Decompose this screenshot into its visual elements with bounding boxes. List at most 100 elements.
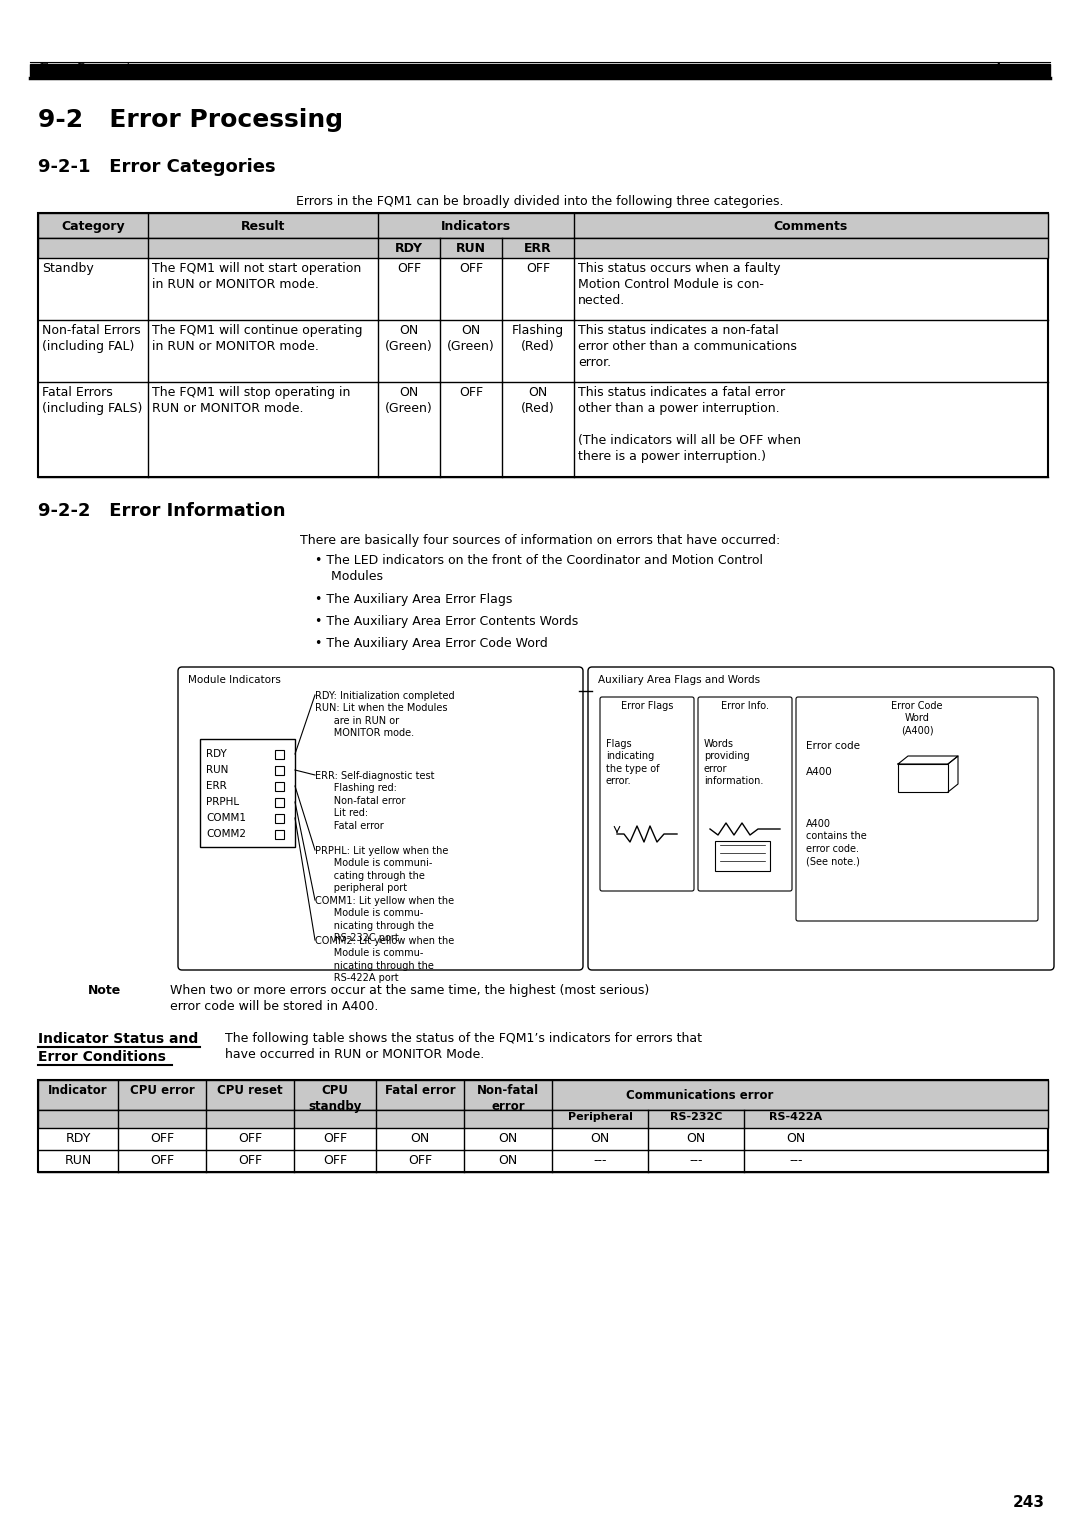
Text: OFF: OFF <box>323 1154 347 1167</box>
Text: This status indicates a fatal error
other than a power interruption.

(The indic: This status indicates a fatal error othe… <box>578 387 801 463</box>
Text: RUN: RUN <box>65 1154 92 1167</box>
Bar <box>275 750 284 759</box>
Text: This status indicates a non-fatal
error other than a communications
error.: This status indicates a non-fatal error … <box>578 324 797 368</box>
Text: COMM1: COMM1 <box>206 813 246 824</box>
Text: OFF: OFF <box>150 1132 174 1144</box>
Text: Non-fatal
error: Non-fatal error <box>477 1083 539 1112</box>
Text: ON: ON <box>410 1132 430 1144</box>
Text: COMM2: COMM2 <box>206 830 246 839</box>
Text: COMM1: Lit yellow when the
      Module is commu-
      nicating through the
   : COMM1: Lit yellow when the Module is com… <box>315 895 454 943</box>
Text: • The LED indicators on the front of the Coordinator and Motion Control
    Modu: • The LED indicators on the front of the… <box>315 555 762 584</box>
Text: Module Indicators: Module Indicators <box>188 675 281 685</box>
Bar <box>715 840 770 871</box>
Text: A400: A400 <box>806 767 833 778</box>
Text: 9-2-1   Error Categories: 9-2-1 Error Categories <box>38 157 275 176</box>
Text: Note: Note <box>87 984 121 996</box>
Text: When two or more errors occur at the same time, the highest (most serious)
error: When two or more errors occur at the sam… <box>170 984 649 1013</box>
Bar <box>275 814 284 824</box>
Text: OFF: OFF <box>150 1154 174 1167</box>
Text: ERR: Self-diagnostic test
      Flashing red:
      Non-fatal error
      Lit re: ERR: Self-diagnostic test Flashing red: … <box>315 772 434 831</box>
Text: The following table shows the status of the FQM1’s indicators for errors that
ha: The following table shows the status of … <box>225 1031 702 1060</box>
Text: Fatal error: Fatal error <box>384 1083 456 1097</box>
Text: OFF: OFF <box>526 261 550 275</box>
Text: Error Flags: Error Flags <box>621 701 673 711</box>
Text: Words
providing
error
information.: Words providing error information. <box>704 740 764 787</box>
Text: ON
(Green): ON (Green) <box>386 387 433 416</box>
Bar <box>38 212 1048 238</box>
Text: ON
(Green): ON (Green) <box>447 324 495 353</box>
Text: 243: 243 <box>1013 1494 1045 1510</box>
Text: Errors in the FQM1 can be broadly divided into the following three categories.: Errors in the FQM1 can be broadly divide… <box>296 196 784 208</box>
Text: RDY: RDY <box>206 749 227 759</box>
Bar <box>275 798 284 807</box>
Text: RDY: RDY <box>395 241 423 255</box>
FancyBboxPatch shape <box>178 668 583 970</box>
Text: OFF: OFF <box>459 387 483 399</box>
Text: Fatal Errors
(including FALS): Fatal Errors (including FALS) <box>42 387 143 416</box>
Text: ---: --- <box>789 1154 802 1167</box>
Text: ON
(Green): ON (Green) <box>386 324 433 353</box>
Bar <box>275 766 284 775</box>
Text: ON: ON <box>498 1154 517 1167</box>
Text: OFF: OFF <box>238 1154 262 1167</box>
Bar <box>38 212 1048 477</box>
Text: Error Info.: Error Info. <box>721 701 769 711</box>
Text: Comments: Comments <box>774 220 848 232</box>
Bar <box>200 740 295 847</box>
Text: Indicator Status and: Indicator Status and <box>38 1031 199 1047</box>
Text: ON: ON <box>498 1132 517 1144</box>
Text: ERR: ERR <box>524 241 552 255</box>
Text: ON
(Red): ON (Red) <box>522 387 555 416</box>
Text: PRPHL: Lit yellow when the
      Module is communi-
      cating through the
   : PRPHL: Lit yellow when the Module is com… <box>315 847 448 894</box>
Text: • The Auxiliary Area Error Flags: • The Auxiliary Area Error Flags <box>315 593 512 607</box>
Text: CPU error: CPU error <box>130 1083 194 1097</box>
Text: Communications error: Communications error <box>626 1089 773 1102</box>
Text: 9-2-2   Error Information: 9-2-2 Error Information <box>38 503 285 520</box>
Text: RDY: RDY <box>65 1132 91 1144</box>
Text: ON: ON <box>786 1132 806 1144</box>
FancyBboxPatch shape <box>698 697 792 891</box>
Text: The FQM1 will continue operating
in RUN or MONITOR mode.: The FQM1 will continue operating in RUN … <box>152 324 363 353</box>
Text: Standby: Standby <box>42 261 94 275</box>
Text: Flashing
(Red): Flashing (Red) <box>512 324 564 353</box>
Text: The FQM1 will stop operating in
RUN or MONITOR mode.: The FQM1 will stop operating in RUN or M… <box>152 387 350 416</box>
Text: RUN: RUN <box>206 766 228 775</box>
Text: CPU
standby: CPU standby <box>308 1083 362 1112</box>
Text: PRPHL: PRPHL <box>206 798 239 807</box>
Text: Category: Category <box>62 220 125 232</box>
Text: Error code: Error code <box>806 741 860 750</box>
Text: A400
contains the
error code.
(See note.): A400 contains the error code. (See note.… <box>806 819 867 866</box>
Text: ON: ON <box>591 1132 609 1144</box>
Text: OFF: OFF <box>397 261 421 275</box>
Text: Error Processing: Error Processing <box>38 63 146 76</box>
Text: The FQM1 will not start operation
in RUN or MONITOR mode.: The FQM1 will not start operation in RUN… <box>152 261 361 290</box>
Bar <box>275 830 284 839</box>
Text: OFF: OFF <box>238 1132 262 1144</box>
Text: OFF: OFF <box>459 261 483 275</box>
Text: RS-232C: RS-232C <box>670 1112 723 1122</box>
Text: RDY: Initialization completed
RUN: Lit when the Modules
      are in RUN or
    : RDY: Initialization completed RUN: Lit w… <box>315 691 455 738</box>
Text: RS-422A: RS-422A <box>769 1112 823 1122</box>
Text: COMM2: Lit yellow when the
      Module is commu-
      nicating through the
   : COMM2: Lit yellow when the Module is com… <box>315 937 455 983</box>
FancyBboxPatch shape <box>588 668 1054 970</box>
Text: • The Auxiliary Area Error Code Word: • The Auxiliary Area Error Code Word <box>315 637 548 649</box>
FancyBboxPatch shape <box>600 697 694 891</box>
Text: Indicator: Indicator <box>49 1083 108 1097</box>
Text: • The Auxiliary Area Error Contents Words: • The Auxiliary Area Error Contents Word… <box>315 614 578 628</box>
Bar <box>38 238 1048 258</box>
Text: Section 9-2: Section 9-2 <box>966 63 1045 76</box>
Text: There are basically four sources of information on errors that have occurred:: There are basically four sources of info… <box>300 533 780 547</box>
Bar <box>38 1109 1048 1128</box>
Text: CPU reset: CPU reset <box>217 1083 283 1097</box>
Text: Flags
indicating
the type of
error.: Flags indicating the type of error. <box>606 740 660 787</box>
Text: ---: --- <box>593 1154 607 1167</box>
Bar <box>275 782 284 792</box>
FancyBboxPatch shape <box>796 697 1038 921</box>
Text: OFF: OFF <box>408 1154 432 1167</box>
Bar <box>30 64 1050 76</box>
Text: Result: Result <box>241 220 285 232</box>
Bar <box>897 764 948 792</box>
Text: ERR: ERR <box>206 781 227 792</box>
Text: Indicators: Indicators <box>441 220 511 232</box>
Text: ON: ON <box>687 1132 705 1144</box>
